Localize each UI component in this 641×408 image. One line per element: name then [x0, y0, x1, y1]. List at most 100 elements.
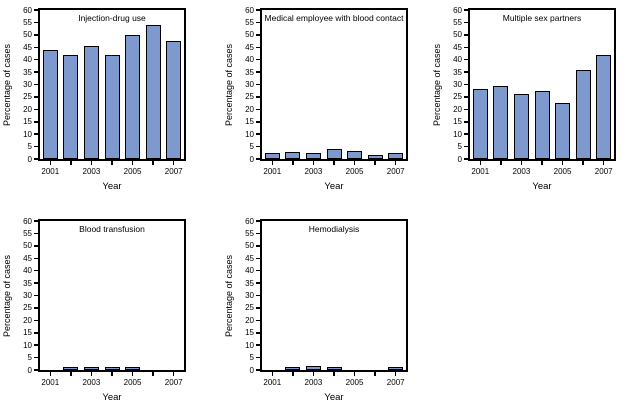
bar: [63, 54, 79, 159]
x-tick-label: 2007: [386, 378, 405, 387]
chart-title: Medical employee with blood contact: [264, 13, 404, 23]
y-tick-label: 10: [453, 129, 462, 139]
y-tick-mark: [256, 282, 260, 284]
y-tick-mark: [256, 121, 260, 123]
y-tick-label: 60: [23, 5, 32, 15]
y-tick-mark: [34, 257, 38, 259]
y-tick-label: 40: [453, 55, 462, 65]
x-tick-label: 2001: [41, 167, 60, 176]
x-tick-mark: [70, 161, 72, 165]
x-tick-mark: [111, 372, 113, 376]
y-tick-label: 40: [245, 266, 254, 276]
x-tick-mark: [111, 161, 113, 165]
y-tick-label: 20: [245, 315, 254, 325]
x-tick-label: 2005: [553, 167, 572, 176]
bar: [166, 41, 182, 159]
x-tick-mark: [333, 161, 335, 165]
bar: [42, 49, 58, 159]
y-tick-mark: [34, 332, 38, 334]
y-tick-mark: [34, 9, 38, 11]
y-tick-mark: [256, 96, 260, 98]
x-tick-mark: [90, 372, 93, 376]
y-tick-label: 25: [23, 303, 32, 313]
x-tick-label: 2001: [263, 378, 282, 387]
x-tick-mark: [172, 161, 175, 165]
x-tick-label: 2003: [82, 167, 101, 176]
x-tick-mark: [131, 372, 134, 376]
x-tick-mark: [131, 161, 134, 165]
x-tick-mark: [561, 161, 564, 165]
y-tick-label: 0: [249, 154, 254, 164]
y-tick-label: 0: [27, 154, 32, 164]
chart-blood-transfusion: Percentage of cases Blood transfusion Ye…: [0, 211, 211, 408]
y-tick-label: 15: [245, 328, 254, 338]
plot-area: Medical employee with blood contact: [260, 8, 408, 161]
y-tick-label: 55: [245, 228, 254, 238]
x-tick-label: 2001: [41, 378, 60, 387]
bar: [555, 103, 571, 159]
x-tick-mark: [152, 372, 154, 376]
bar: [575, 69, 591, 159]
chart-multiple-sex-partners: Percentage of cases Multiple sex partner…: [430, 0, 641, 200]
y-tick-mark: [34, 369, 38, 371]
bar: [125, 367, 141, 370]
x-tick-mark: [602, 161, 605, 165]
y-tick-mark: [464, 9, 468, 11]
y-tick-mark: [256, 269, 260, 272]
x-tick-label: 2007: [164, 167, 183, 176]
bar: [125, 34, 141, 159]
y-tick-mark: [34, 158, 38, 160]
y-tick-mark: [34, 294, 38, 297]
bar: [367, 154, 383, 159]
y-tick-label: 20: [23, 315, 32, 325]
y-tick-mark: [34, 96, 38, 98]
y-tick-mark: [256, 145, 260, 148]
y-tick-label: 30: [23, 80, 32, 89]
bar: [388, 367, 404, 370]
bar: [305, 153, 321, 159]
bar: [145, 24, 161, 159]
bar: [534, 90, 550, 159]
y-tick-label: 45: [245, 253, 254, 263]
y-tick-mark: [34, 133, 38, 135]
y-tick-mark: [256, 307, 260, 309]
y-tick-label: 15: [23, 328, 32, 338]
y-tick-mark: [256, 158, 260, 160]
x-tick-mark: [292, 372, 294, 376]
y-tick-label: 30: [23, 291, 32, 300]
y-tick-label: 5: [249, 142, 254, 152]
y-tick-label: 60: [245, 5, 254, 15]
x-tick-mark: [312, 372, 315, 376]
y-tick-mark: [34, 269, 38, 272]
y-tick-mark: [464, 145, 468, 148]
bar: [326, 367, 342, 370]
y-tick-label: 45: [23, 253, 32, 263]
y-tick-label: 10: [245, 129, 254, 139]
x-tick-mark: [374, 161, 376, 165]
y-tick-mark: [256, 108, 260, 111]
y-tick-mark: [256, 369, 260, 371]
y-tick-label: 25: [245, 92, 254, 102]
x-tick-mark: [312, 161, 315, 165]
y-tick-label: 10: [23, 340, 32, 350]
y-tick-mark: [34, 21, 38, 24]
y-tick-label: 50: [453, 30, 462, 40]
chart-title: Injection-drug use: [78, 13, 146, 23]
plot-area: Multiple sex partners: [468, 8, 616, 161]
y-tick-mark: [464, 133, 468, 135]
y-tick-mark: [256, 356, 260, 359]
y-tick-label: 20: [245, 104, 254, 114]
y-tick-mark: [256, 344, 260, 346]
y-tick-label: 35: [245, 278, 254, 288]
y-tick-label: 10: [245, 340, 254, 350]
x-tick-mark: [500, 161, 502, 165]
x-tick-mark: [271, 372, 274, 376]
y-tick-label: 35: [23, 278, 32, 288]
y-tick-mark: [256, 319, 260, 322]
x-axis-title: Year: [324, 181, 344, 192]
y-tick-label: 50: [245, 241, 254, 251]
y-tick-mark: [464, 158, 468, 160]
y-tick-mark: [34, 319, 38, 322]
y-tick-label: 35: [23, 67, 32, 77]
x-tick-label: 2003: [304, 167, 323, 176]
